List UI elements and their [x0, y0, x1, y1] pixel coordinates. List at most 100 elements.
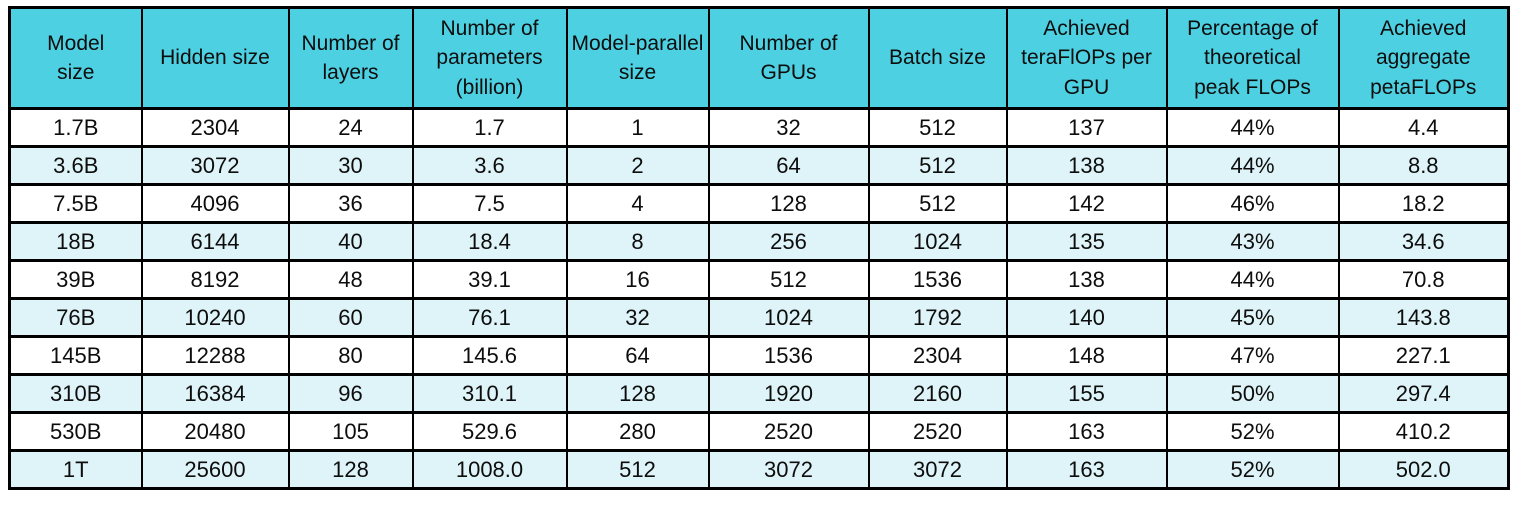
table-row: 3.6B 3072 30 3.6 2 64 512 138 44% 8.8 — [8, 145, 1510, 186]
col-header-model-parallel-size: Model-parallel size — [565, 6, 710, 110]
table-cell: 8 — [565, 221, 710, 262]
table-cell: 2304 — [140, 107, 290, 148]
table-cell: 64 — [565, 335, 710, 376]
table-cell: 163 — [1005, 449, 1168, 490]
table-cell: 140 — [1005, 297, 1168, 338]
table-row: 530B 20480 105 529.6 280 2520 2520 163 52% 410.2 — [8, 411, 1510, 452]
table-cell: 280 — [565, 411, 710, 452]
table-cell: 40 — [287, 221, 414, 262]
table-cell: 3072 — [707, 449, 870, 490]
table-cell: 43% — [1165, 221, 1340, 262]
table-cell: 12288 — [140, 335, 290, 376]
table-cell: 1536 — [867, 259, 1008, 300]
table-cell: 8.8 — [1337, 145, 1510, 186]
table-cell: 2520 — [707, 411, 870, 452]
table-cell: 143.8 — [1337, 297, 1510, 338]
table-cell: 64 — [707, 145, 870, 186]
table-row: 76B 10240 60 76.1 32 1024 1792 140 45% 143.8 — [8, 297, 1510, 338]
table-cell: 4096 — [140, 183, 290, 224]
table-cell: 105 — [287, 411, 414, 452]
table-cell: 18.4 — [411, 221, 568, 262]
table-cell: 142 — [1005, 183, 1168, 224]
table-cell: 512 — [565, 449, 710, 490]
table-cell: 1T — [8, 449, 143, 490]
table-cell: 44% — [1165, 107, 1340, 148]
table-cell: 8192 — [140, 259, 290, 300]
table-cell: 16 — [565, 259, 710, 300]
table-cell: 145.6 — [411, 335, 568, 376]
table-cell: 80 — [287, 335, 414, 376]
table-cell: 256 — [707, 221, 870, 262]
table-cell: 3.6B — [8, 145, 143, 186]
table-cell: 3.6 — [411, 145, 568, 186]
table-cell: 148 — [1005, 335, 1168, 376]
table-cell: 1024 — [867, 221, 1008, 262]
table-cell: 4.4 — [1337, 107, 1510, 148]
table-cell: 1024 — [707, 297, 870, 338]
table-cell: 44% — [1165, 259, 1340, 300]
table-cell: 1920 — [707, 373, 870, 414]
table-row: 18B 6144 40 18.4 8 256 1024 135 43% 34.6 — [8, 221, 1510, 262]
table-cell: 6144 — [140, 221, 290, 262]
table-cell: 24 — [287, 107, 414, 148]
table-cell: 76.1 — [411, 297, 568, 338]
col-header-percentage-theoretical-peak-flops: Percentage of theoretical peak FLOPs — [1165, 6, 1340, 110]
col-header-achieved-aggregate-petaflops: Achieved aggregate petaFLOPs — [1337, 6, 1510, 110]
table-cell: 227.1 — [1337, 335, 1510, 376]
table-cell: 163 — [1005, 411, 1168, 452]
table-cell: 20480 — [140, 411, 290, 452]
table-cell: 502.0 — [1337, 449, 1510, 490]
table-cell: 39B — [8, 259, 143, 300]
table-cell: 76B — [8, 297, 143, 338]
table-cell: 70.8 — [1337, 259, 1510, 300]
table-cell: 310.1 — [411, 373, 568, 414]
table-cell: 18.2 — [1337, 183, 1510, 224]
table-cell: 96 — [287, 373, 414, 414]
table-cell: 1 — [565, 107, 710, 148]
table-row: 39B 8192 48 39.1 16 512 1536 138 44% 70.8 — [8, 259, 1510, 300]
table-cell: 128 — [287, 449, 414, 490]
table-cell: 2160 — [867, 373, 1008, 414]
table-cell: 2520 — [867, 411, 1008, 452]
col-header-number-of-parameters: Number of parameters (billion) — [411, 6, 568, 110]
col-header-number-of-gpus: Number of GPUs — [707, 6, 870, 110]
header-row: Model size Hidden size Number of layers … — [8, 6, 1510, 110]
col-header-hidden-size: Hidden size — [140, 6, 290, 110]
table-cell: 128 — [707, 183, 870, 224]
table-cell: 1536 — [707, 335, 870, 376]
table-cell: 52% — [1165, 411, 1340, 452]
table-cell: 32 — [707, 107, 870, 148]
table-cell: 512 — [707, 259, 870, 300]
table-cell: 1.7 — [411, 107, 568, 148]
table-cell: 145B — [8, 335, 143, 376]
table-cell: 2 — [565, 145, 710, 186]
table-cell: 410.2 — [1337, 411, 1510, 452]
table-cell: 39.1 — [411, 259, 568, 300]
model-scaling-table: Model size Hidden size Number of layers … — [8, 6, 1510, 490]
table-cell: 530B — [8, 411, 143, 452]
table-cell: 50% — [1165, 373, 1340, 414]
table-cell: 46% — [1165, 183, 1340, 224]
table-cell: 138 — [1005, 145, 1168, 186]
table-cell: 2304 — [867, 335, 1008, 376]
table-cell: 1008.0 — [411, 449, 568, 490]
table-cell: 7.5B — [8, 183, 143, 224]
table-cell: 3072 — [867, 449, 1008, 490]
table-cell: 297.4 — [1337, 373, 1510, 414]
table-cell: 44% — [1165, 145, 1340, 186]
table-cell: 135 — [1005, 221, 1168, 262]
table-cell: 137 — [1005, 107, 1168, 148]
table-cell: 16384 — [140, 373, 290, 414]
table-cell: 52% — [1165, 449, 1340, 490]
table-cell: 25600 — [140, 449, 290, 490]
table-row: 1.7B 2304 24 1.7 1 32 512 137 44% 4.4 — [8, 107, 1510, 148]
table-cell: 7.5 — [411, 183, 568, 224]
table-body: 1.7B 2304 24 1.7 1 32 512 137 44% 4.4 3.6B 3072 30 3.… — [8, 107, 1510, 490]
table-cell: 1.7B — [8, 107, 143, 148]
col-header-achieved-teraflops-per-gpu: Achieved teraFlOPs per GPU — [1005, 6, 1168, 110]
table-row: 1T 25600 128 1008.0 512 3072 3072 163 52% 502.0 — [8, 449, 1510, 490]
table-cell: 45% — [1165, 297, 1340, 338]
table-cell: 512 — [867, 145, 1008, 186]
table-cell: 36 — [287, 183, 414, 224]
